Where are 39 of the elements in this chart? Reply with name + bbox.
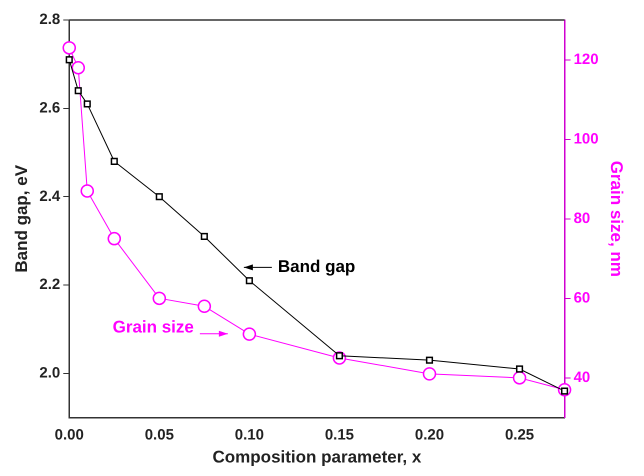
x-tick-label: 0.10 — [234, 426, 264, 444]
point — [198, 300, 212, 314]
point — [422, 367, 436, 381]
point — [84, 100, 91, 108]
y-axis-title: Band gap, eV — [12, 164, 31, 273]
point — [66, 56, 73, 64]
y2-axis-title: Grain size, nm — [607, 160, 626, 277]
point — [72, 60, 86, 74]
y2-tick-label: 60 — [574, 289, 590, 306]
point — [80, 184, 94, 198]
point — [200, 232, 208, 240]
y2-tick-label: 40 — [574, 368, 590, 386]
x-tick-label: 0.15 — [324, 426, 354, 444]
y2-tick-label: 120 — [574, 50, 599, 68]
point — [156, 193, 163, 200]
y-tick-label: 2.6 — [39, 99, 60, 116]
y2-tick-label: 80 — [574, 210, 590, 227]
point — [512, 371, 526, 385]
point — [74, 87, 82, 94]
x-tick-label: 0.00 — [54, 426, 84, 444]
series-label: Grain size — [112, 317, 194, 336]
y-tick-label: 2.8 — [39, 11, 60, 28]
point — [242, 327, 256, 341]
y-tick-label: 2.2 — [39, 276, 60, 294]
y2-tick-label: 100 — [574, 130, 599, 148]
y-tick-label: 2.0 — [39, 364, 60, 382]
point — [62, 41, 76, 55]
y-tick-label: 2.4 — [39, 188, 61, 205]
point — [108, 232, 122, 246]
x-tick-label: 0.25 — [504, 426, 534, 444]
x-axis-title: Composition parameter, x — [212, 447, 422, 466]
x-tick-label: 0.05 — [144, 426, 174, 444]
point — [426, 356, 434, 364]
point — [516, 365, 524, 373]
legend-label: Band gap — [278, 257, 356, 276]
point — [152, 292, 166, 306]
x-tick-label: 0.20 — [414, 426, 444, 444]
point — [246, 277, 253, 284]
point — [110, 158, 118, 165]
